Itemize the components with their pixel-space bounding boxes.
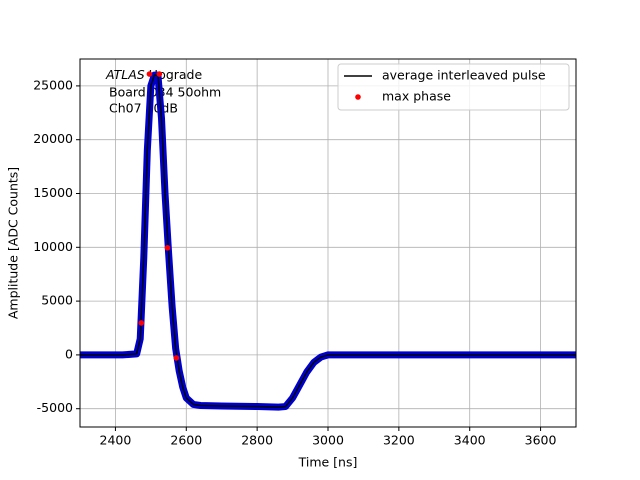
max-phase-point <box>138 320 145 326</box>
y-tick-label: 0 <box>65 346 73 361</box>
legend-swatch <box>355 94 361 100</box>
y-tick-label: 25000 <box>33 77 73 92</box>
max-phase-point <box>164 245 171 251</box>
y-tick-label: -5000 <box>37 400 73 415</box>
x-axis-label: Time [ns] <box>298 455 358 470</box>
annotation-text: Upgrade <box>149 67 203 82</box>
y-tick-label: 15000 <box>33 185 73 200</box>
x-tick-label: 3200 <box>383 433 415 448</box>
annotation-italic: ATLAS <box>105 67 145 82</box>
annotation: ATLAS Upgrade <box>105 67 202 82</box>
y-tick-label: 20000 <box>33 131 73 146</box>
y-axis-label: Amplitude [ADC Counts] <box>6 167 21 319</box>
line <box>80 74 576 408</box>
max-phase-point <box>173 355 180 361</box>
legend-label: max phase <box>382 89 451 104</box>
axes-frame <box>79 58 577 428</box>
plot <box>80 71 576 411</box>
x-tick-label: 2800 <box>241 433 273 448</box>
y-tick-label: 10000 <box>33 239 73 254</box>
annotation-line: Board 034 50ohm <box>109 85 221 100</box>
legend-label: average interleaved pulse <box>382 68 546 83</box>
x-tick-label: 2600 <box>170 433 202 448</box>
x-tick-label: 3600 <box>525 433 557 448</box>
max-phase-point <box>156 71 163 77</box>
x-tick-label: 3000 <box>312 433 344 448</box>
x-tick-label: 2400 <box>100 433 132 448</box>
legend-box <box>337 63 570 111</box>
max-phase-point <box>146 71 153 77</box>
y-tick-label: 5000 <box>41 293 73 308</box>
x-tick-label: 3400 <box>454 433 486 448</box>
annotation-line: Ch07 30dB <box>109 101 178 116</box>
